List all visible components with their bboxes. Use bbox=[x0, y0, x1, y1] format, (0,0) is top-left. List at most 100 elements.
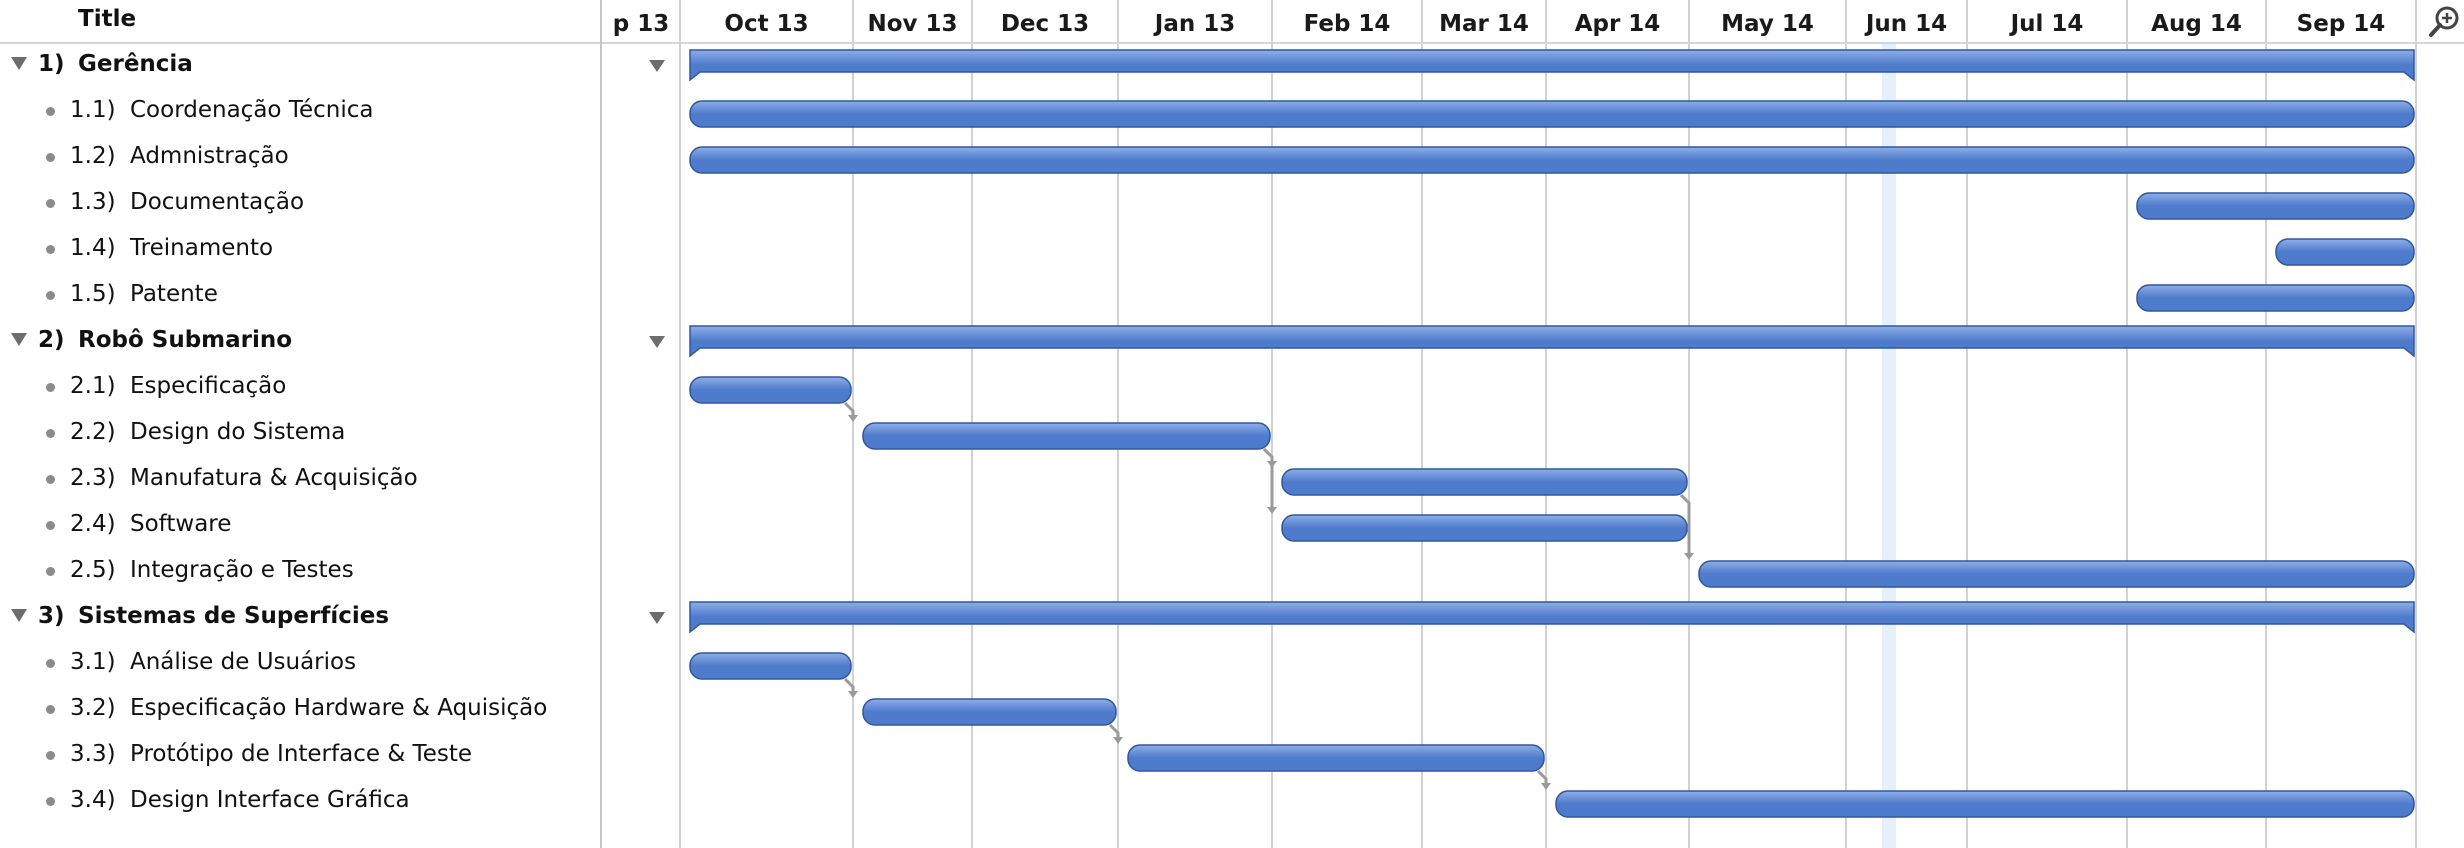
row-title[interactable]: Coordenação Técnica bbox=[130, 97, 374, 123]
row-title[interactable]: Admnistração bbox=[130, 143, 289, 169]
gantt-canvas: p 13 Oct 13 Nov 13 Dec 13 Jan 13 Feb 14 Mar 14… bbox=[602, 0, 2464, 848]
row-number: 1) bbox=[38, 51, 65, 77]
month-label: Feb 14 bbox=[1304, 11, 1391, 37]
outline-task-row[interactable]: 1.5) Patente bbox=[0, 272, 600, 318]
outline-task-row[interactable]: 3.3) Protótipo de Interface & Teste bbox=[0, 732, 600, 778]
gantt-task-bar bbox=[862, 698, 1117, 726]
row-number: 1.5) bbox=[70, 281, 116, 307]
row-number: 1.2) bbox=[70, 143, 116, 169]
dependency-arrowhead bbox=[1113, 737, 1123, 744]
bullet-icon bbox=[46, 659, 55, 668]
outline-task-row[interactable]: 3.2) Especificação Hardware & Aquisição bbox=[0, 686, 600, 732]
outline-group-row[interactable]: 3) Sistemas de Superfícies bbox=[0, 594, 600, 640]
gantt-task-bar bbox=[1127, 744, 1545, 772]
group-collapse-icon bbox=[649, 60, 665, 72]
outline-group-row[interactable]: 2) Robô Submarino bbox=[0, 318, 600, 364]
group-collapse-icon bbox=[649, 612, 665, 624]
month-label: Apr 14 bbox=[1575, 11, 1661, 37]
bullet-icon bbox=[46, 567, 55, 576]
row-number: 1.1) bbox=[70, 97, 116, 123]
bullet-icon bbox=[46, 245, 55, 254]
outline-task-row[interactable]: 2.2) Design do Sistema bbox=[0, 410, 600, 456]
month-label: Mar 14 bbox=[1439, 11, 1529, 37]
row-title[interactable]: Robô Submarino bbox=[78, 327, 293, 353]
outline-task-row[interactable]: 2.3) Manufatura & Acquisição bbox=[0, 456, 600, 502]
row-title[interactable]: Análise de Usuários bbox=[130, 649, 357, 675]
row-title[interactable]: Design Interface Gráfica bbox=[130, 787, 410, 813]
outline-task-row[interactable]: 1.2) Admnistração bbox=[0, 134, 600, 180]
bullet-icon bbox=[46, 291, 55, 300]
group-collapse-icon bbox=[649, 336, 665, 348]
gantt-task-bar bbox=[1698, 560, 2415, 588]
gantt-task-bar bbox=[2136, 284, 2415, 312]
row-title[interactable]: Manufatura & Acquisição bbox=[130, 465, 418, 491]
gantt-summary-bar bbox=[689, 49, 2415, 82]
bullet-icon bbox=[46, 797, 55, 806]
bullet-icon bbox=[46, 383, 55, 392]
row-title[interactable]: Software bbox=[130, 511, 232, 537]
gantt-task-bar bbox=[1281, 514, 1688, 542]
gantt-task-bar bbox=[689, 376, 852, 404]
outline-group-row[interactable]: 1) Gerência bbox=[0, 42, 600, 88]
row-title[interactable]: Treinamento bbox=[130, 235, 274, 261]
gantt-task-bar bbox=[2275, 238, 2415, 266]
gantt-summary-bar bbox=[689, 601, 2415, 634]
dependency-arrow bbox=[1108, 723, 1120, 739]
dependency-arrow bbox=[1262, 447, 1274, 509]
month-label: Jun 14 bbox=[1864, 11, 1947, 37]
dependency-arrowhead bbox=[848, 691, 858, 698]
gantt-task-bar bbox=[1555, 790, 2415, 818]
month-label: Jan 13 bbox=[1153, 11, 1235, 37]
bullet-icon bbox=[46, 475, 55, 484]
bullet-icon bbox=[46, 429, 55, 438]
month-label: Dec 13 bbox=[1001, 11, 1089, 37]
title-column-header[interactable]: Title bbox=[78, 6, 137, 32]
bullet-icon bbox=[46, 199, 55, 208]
disclosure-triangle-icon[interactable] bbox=[11, 57, 27, 70]
row-number: 3.2) bbox=[70, 695, 116, 721]
row-title[interactable]: Sistemas de Superfícies bbox=[78, 603, 390, 629]
row-number: 3.3) bbox=[70, 741, 116, 767]
zoom-icon[interactable] bbox=[2428, 4, 2462, 38]
dependency-arrow bbox=[843, 677, 855, 693]
outline-task-row[interactable]: 3.1) Análise de Usuários bbox=[0, 640, 600, 686]
outline-task-row[interactable]: 2.1) Especificação bbox=[0, 364, 600, 410]
gantt-task-bar bbox=[2136, 192, 2415, 220]
month-label: Nov 13 bbox=[867, 11, 957, 37]
row-title[interactable]: Especificação bbox=[130, 373, 287, 399]
row-title[interactable]: Especificação Hardware & Aquisição bbox=[130, 695, 548, 721]
row-title[interactable]: Integração e Testes bbox=[130, 557, 354, 583]
gantt-task-bar bbox=[689, 652, 852, 680]
outline-task-row[interactable]: 1.3) Documentação bbox=[0, 180, 600, 226]
row-number: 1.4) bbox=[70, 235, 116, 261]
bullet-icon bbox=[46, 705, 55, 714]
row-number: 2.2) bbox=[70, 419, 116, 445]
row-title[interactable]: Patente bbox=[130, 281, 218, 307]
dependency-arrowhead bbox=[1684, 553, 1694, 560]
row-title[interactable]: Documentação bbox=[130, 189, 305, 215]
month-label: Aug 14 bbox=[2151, 11, 2242, 37]
row-title[interactable]: Design do Sistema bbox=[130, 419, 346, 445]
outline-task-row[interactable]: 1.4) Treinamento bbox=[0, 226, 600, 272]
gantt-task-bar bbox=[689, 100, 2415, 128]
disclosure-triangle-icon[interactable] bbox=[11, 333, 27, 346]
month-label: p 13 bbox=[613, 11, 669, 37]
today-band bbox=[1882, 44, 1896, 848]
row-title[interactable]: Protótipo de Interface & Teste bbox=[130, 741, 473, 767]
dependency-arrow bbox=[843, 401, 855, 417]
row-number: 2.5) bbox=[70, 557, 116, 583]
dependency-arrowhead bbox=[848, 415, 858, 422]
outline-task-row[interactable]: 2.5) Integração e Testes bbox=[0, 548, 600, 594]
row-title[interactable]: Gerência bbox=[78, 51, 193, 77]
outline-task-row[interactable]: 3.4) Design Interface Gráfica bbox=[0, 778, 600, 824]
row-number: 2.4) bbox=[70, 511, 116, 537]
outline-task-row[interactable]: 2.4) Software bbox=[0, 502, 600, 548]
row-number: 1.3) bbox=[70, 189, 116, 215]
outline-task-row[interactable]: 1.1) Coordenação Técnica bbox=[0, 88, 600, 134]
row-number: 3.1) bbox=[70, 649, 116, 675]
dependency-arrow bbox=[1536, 769, 1548, 785]
disclosure-triangle-icon[interactable] bbox=[11, 609, 27, 622]
outline-pane: Title 1) Gerência 1.1) Coordenação Técnica 1… bbox=[0, 0, 602, 848]
row-number: 3.4) bbox=[70, 787, 116, 813]
dependency-arrow bbox=[1679, 493, 1691, 555]
